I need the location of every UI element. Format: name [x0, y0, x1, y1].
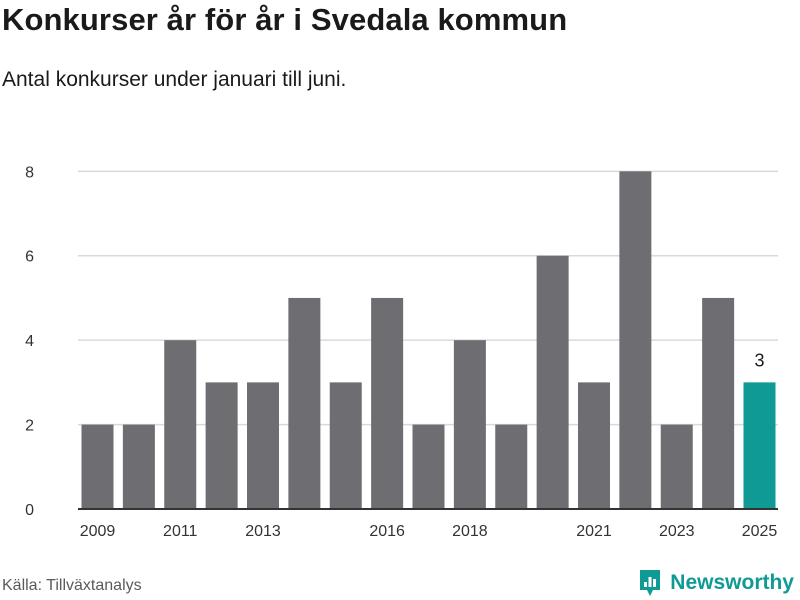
y-tick-label: 4 — [25, 333, 34, 350]
bar-2019 — [495, 424, 528, 509]
newsworthy-logo: Newsworthy — [638, 568, 794, 598]
brand-name: Newsworthy — [670, 571, 794, 594]
bar-2017 — [412, 424, 445, 509]
bar-2021 — [578, 382, 610, 509]
y-tick-label: 8 — [25, 164, 34, 181]
y-tick-label: 6 — [25, 249, 34, 266]
bar-chart: 0 2 4 6 8 2009 2011 2013 2016 2018 2021 2023 2025 3 — [25, 164, 778, 540]
x-tick-label: 2016 — [369, 523, 405, 540]
newsworthy-icon — [640, 570, 661, 596]
bar-2013 — [247, 382, 279, 509]
y-tick-label: 0 — [25, 502, 34, 519]
bar-2014 — [288, 297, 321, 509]
bar-2022 — [619, 171, 652, 510]
x-tick-label: 2009 — [80, 523, 116, 540]
x-tick-label: 2018 — [452, 523, 488, 540]
x-tick-label: 2013 — [245, 523, 281, 540]
bar-2025 — [743, 382, 776, 509]
data-label: 3 — [754, 350, 764, 370]
bar-2024 — [702, 297, 735, 509]
bar-2016 — [371, 297, 404, 509]
x-tick-label: 2021 — [576, 523, 612, 540]
bar-2018 — [453, 340, 486, 509]
chart-title: Konkurser år för år i Svedala kommun — [2, 2, 568, 37]
chart-subtitle: Antal konkurser under januari till juni. — [2, 68, 347, 91]
bar-2009 — [81, 424, 114, 509]
bar-2020 — [536, 255, 569, 509]
bar-2023 — [660, 424, 693, 509]
bar-2010 — [122, 424, 155, 509]
bar-2015 — [329, 382, 362, 509]
bar-2012 — [205, 382, 238, 509]
x-tick-label: 2011 — [163, 523, 198, 540]
x-tick-label: 2023 — [659, 523, 695, 540]
x-tick-label: 2025 — [742, 523, 778, 540]
y-tick-label: 2 — [25, 418, 34, 435]
bar-2011 — [164, 340, 197, 509]
source-note: Källa: Tillväxtanalys — [2, 577, 142, 594]
